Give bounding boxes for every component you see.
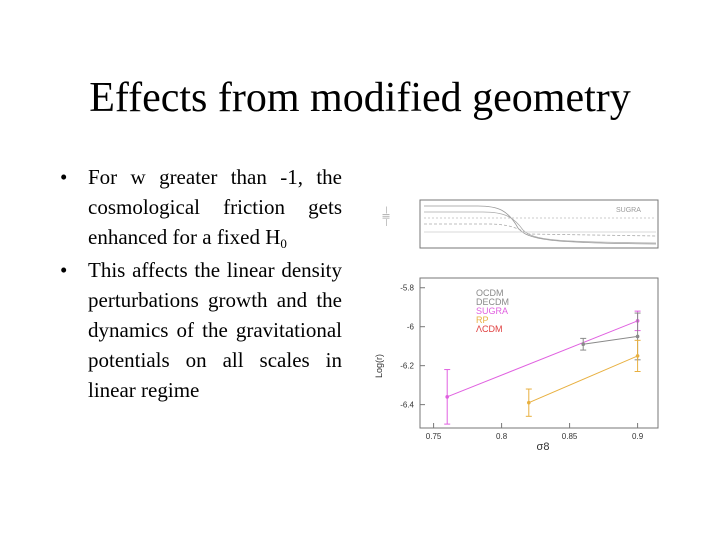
legend-entry: ΛCDM <box>476 324 503 334</box>
y-tick-label: -6 <box>407 323 415 332</box>
x-tick-label: 0.85 <box>562 432 578 441</box>
x-tick-label: 0.9 <box>632 432 644 441</box>
series-line <box>583 335 638 345</box>
legend-entry: RP <box>476 315 489 325</box>
bullet-icon: • <box>60 165 68 189</box>
series-line <box>447 320 638 398</box>
y-tick-label: -5.8 <box>400 284 414 293</box>
data-point <box>445 395 449 399</box>
y-axis-label: Log(r) <box>374 354 384 378</box>
legend-entry: SUGRA <box>476 306 508 316</box>
data-point <box>527 400 531 405</box>
bullet-icon: • <box>60 258 68 282</box>
top-panel: —|||— SUGRA <box>383 199 659 249</box>
bullet-item: • For w greater than -1, the cosmologica… <box>60 162 342 255</box>
x-axis-label: σ8 <box>537 441 550 453</box>
bullet-text: This affects the linear density perturba… <box>88 258 342 402</box>
figure: —|||— SUGRA Log(r) σ8 0.75 0.8 0.85 0.9 -5.8… <box>374 199 659 453</box>
legend-entry: DECDM <box>476 297 509 307</box>
main-panel-frame <box>419 277 659 429</box>
data-point <box>635 334 640 339</box>
x-tick-label: 0.75 <box>426 432 442 441</box>
y-tick-label: -6.2 <box>400 362 414 371</box>
legend-entry: OCDM <box>476 288 504 298</box>
main-panel: Log(r) σ8 0.75 0.8 0.85 0.9 -5.8 -6 -6.2 -6.4 OC… <box>374 277 659 453</box>
top-panel-ylabel: —|||— <box>383 207 390 226</box>
data-point <box>581 342 585 347</box>
series-line <box>528 355 638 404</box>
top-curve-2 <box>424 211 657 244</box>
top-panel-annotation: SUGRA <box>616 207 641 214</box>
top-curve-4 <box>424 223 657 237</box>
bullet-subscript: 0 <box>280 236 287 251</box>
x-tick-label: 0.8 <box>496 432 508 441</box>
bullet-item: • This affects the linear density pertur… <box>60 255 342 405</box>
bullet-list: • For w greater than -1, the cosmologica… <box>60 162 342 405</box>
slide-title: Effects from modified geometry <box>89 75 631 121</box>
y-tick-label: -6.4 <box>400 401 414 410</box>
bullet-text: For w greater than -1, the cosmological … <box>88 165 342 249</box>
data-point <box>635 354 640 358</box>
